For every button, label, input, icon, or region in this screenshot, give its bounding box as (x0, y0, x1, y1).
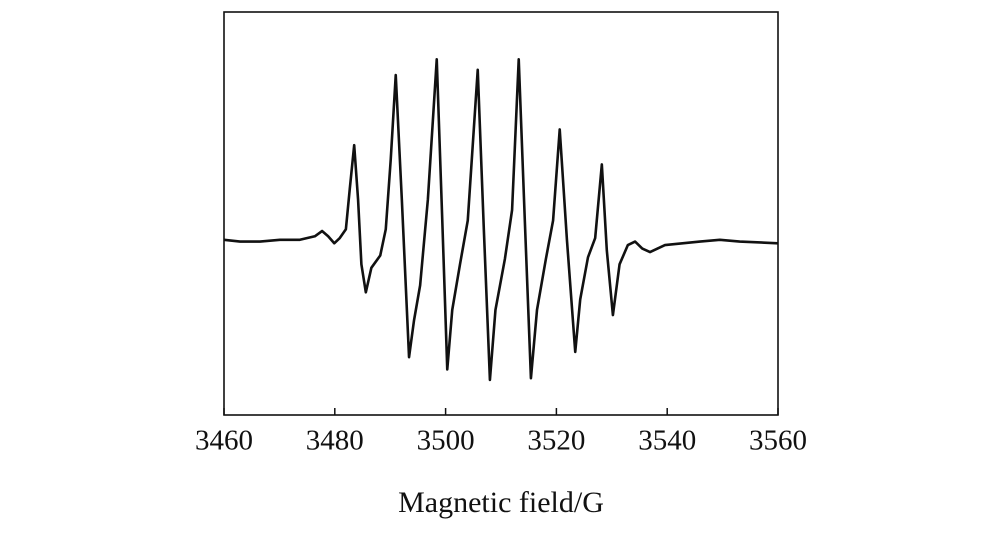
spectrum-line (223, 58, 779, 382)
x-axis-label: Magnetic field/G (398, 486, 604, 519)
x-tick-label: 3540 (638, 425, 696, 457)
x-tick-label: 3500 (417, 425, 475, 457)
x-tick-label: 3480 (306, 425, 364, 457)
plot-frame (223, 11, 779, 416)
x-tick-label: 3560 (749, 425, 807, 457)
x-tick-label: 3520 (527, 425, 585, 457)
x-tick-label: 3460 (195, 425, 253, 457)
